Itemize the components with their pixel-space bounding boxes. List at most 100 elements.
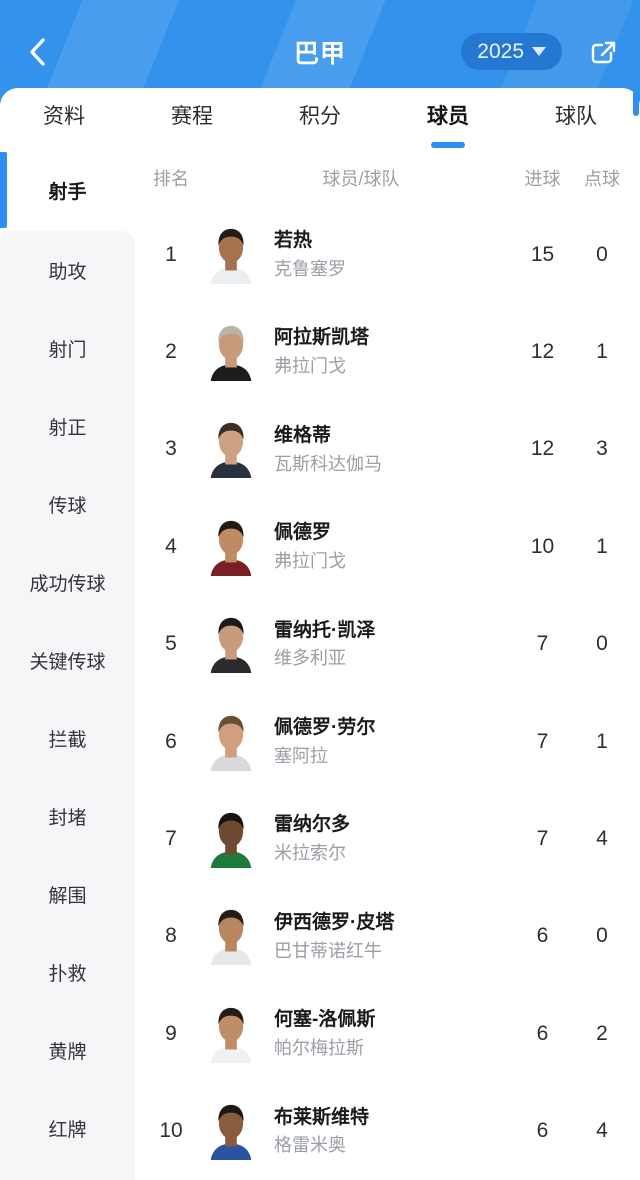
tab-球员[interactable]: 球员 [384,88,512,150]
goals-value: 7 [536,827,549,851]
player-text: 雷纳托·凯泽 维多利亚 [274,619,375,670]
player-cell: 何塞-洛佩斯 帕尔梅拉斯 [207,1005,515,1063]
player-text: 阿拉斯凯塔 弗拉门戈 [274,326,369,377]
tab-资料[interactable]: 资料 [43,105,85,128]
player-text: 维格蒂 瓦斯科达伽马 [274,424,382,475]
penalty-value: 2 [596,1021,608,1045]
sidebar-item-射正[interactable]: 射正 [48,417,87,439]
sidebar-item-拦截[interactable]: 拦截 [48,729,87,751]
stats-sidebar: 射手助攻射门射正传球成功传球关键传球拦截封堵解围扑救黄牌红牌 [0,150,135,1180]
player-text: 雷纳尔多 米拉索尔 [274,813,350,864]
team-name: 弗拉门戈 [274,356,346,377]
team-name: 米拉索尔 [274,843,346,864]
player-cell: 伊西德罗·皮塔 巴甘蒂诺红牛 [207,907,515,966]
player-name: 佩德罗 [274,522,332,544]
player-avatar [210,1105,252,1161]
stats-table: 排名 球员/球队 进球 点球 1 若热 克鲁塞罗 15 0 2 阿拉斯凯塔 弗拉门戈 12 1 3 维… [135,150,640,1180]
player-name: 何塞-洛佩斯 [274,1009,376,1031]
col-header-goals: 进球 [524,169,561,189]
goals-value: 10 [530,534,555,558]
player-text: 何塞-洛佩斯 帕尔梅拉斯 [274,1008,375,1059]
sidebar-item-关键传球[interactable]: 关键传球 [29,651,106,673]
rank-value: 5 [165,632,177,656]
table-row[interactable]: 2 阿拉斯凯塔 弗拉门戈 12 1 [135,303,640,400]
player-name: 伊西德罗·皮塔 [274,911,395,933]
rank-value: 9 [165,1021,177,1045]
player-avatar [210,520,252,576]
player-cell: 雷纳托·凯泽 维多利亚 [207,615,515,674]
chevron-left-icon [30,38,45,66]
player-text: 佩德罗·劳尔 塞阿拉 [274,716,375,767]
back-button[interactable] [18,32,58,72]
team-name: 克鲁塞罗 [274,258,346,279]
sidebar-item-封堵[interactable]: 封堵 [48,807,87,829]
table-row[interactable]: 6 佩德罗·劳尔 塞阿拉 7 1 [135,693,640,790]
tab-积分[interactable]: 积分 [299,105,341,128]
player-cell: 维格蒂 瓦斯科达伽马 [207,420,515,479]
table-row[interactable]: 3 维格蒂 瓦斯科达伽马 12 3 [135,401,640,498]
sidebar-item-成功传球[interactable]: 成功传球 [29,573,106,595]
team-name: 塞阿拉 [274,745,328,766]
goals-value: 6 [536,1021,549,1045]
player-avatar [210,1007,252,1063]
player-avatar [210,423,252,479]
penalty-value: 0 [596,242,608,266]
penalty-value: 4 [596,1119,608,1143]
player-cell: 阿拉斯凯塔 弗拉门戈 [207,323,515,382]
penalty-value: 0 [596,632,608,656]
player-name: 佩德罗·劳尔 [274,716,376,738]
table-row[interactable]: 10 布莱斯维特 格雷米奥 6 4 [135,1083,640,1180]
player-name: 雷纳托·凯泽 [274,619,376,641]
sidebar-item-传球[interactable]: 传球 [48,495,87,517]
tab-球队[interactable]: 球队 [555,105,597,128]
team-name: 格雷米奥 [274,1135,346,1156]
col-header-penalty: 点球 [584,169,620,189]
sidebar-item-红牌[interactable]: 红牌 [48,1119,87,1141]
penalty-value: 3 [596,437,608,461]
player-name: 阿拉斯凯塔 [274,327,370,349]
player-name: 布莱斯维特 [274,1106,370,1128]
team-name: 瓦斯科达伽马 [274,453,382,474]
player-cell: 佩德罗 弗拉门戈 [207,518,515,576]
goals-value: 6 [536,924,549,948]
player-name: 雷纳尔多 [274,814,351,836]
goals-value: 12 [530,340,555,364]
sidebar-item-助攻[interactable]: 助攻 [48,261,87,283]
sidebar-item-解围[interactable]: 解围 [48,885,87,907]
content-card: 资料 赛程 积分 球员 球队 射手助攻射门射正传球成功传球关键传球拦截封堵解围扑救黄牌红… [0,88,640,1180]
rank-value: 3 [165,437,177,461]
active-tab-underline [431,142,465,148]
page-title: 巴甲 [293,40,346,68]
share-button[interactable] [582,32,624,74]
goals-value: 12 [530,437,555,461]
sidebar-item-黄牌[interactable]: 黄牌 [48,1041,87,1063]
player-text: 伊西德罗·皮塔 巴甘蒂诺红牛 [274,911,394,962]
sidebar-item-扑救[interactable]: 扑救 [48,963,87,985]
table-row[interactable]: 7 雷纳尔多 米拉索尔 7 4 [135,790,640,887]
player-text: 布莱斯维特 格雷米奥 [274,1106,369,1157]
penalty-value: 0 [596,924,608,948]
team-name: 弗拉门戈 [274,550,346,571]
season-dropdown[interactable]: 2025 [461,33,562,70]
team-name: 巴甘蒂诺红牛 [274,940,382,961]
col-header-rank: 排名 [153,169,189,189]
goals-value: 6 [536,1119,549,1143]
tab-bar: 资料 赛程 积分 球员 球队 [0,88,640,150]
tab-赛程[interactable]: 赛程 [171,105,213,128]
sidebar-item-射门[interactable]: 射门 [48,339,87,361]
table-row[interactable]: 5 雷纳托·凯泽 维多利亚 7 0 [135,596,640,693]
player-avatar [210,325,252,382]
rank-value: 8 [165,924,177,948]
table-row[interactable]: 9 何塞-洛佩斯 帕尔梅拉斯 6 2 [135,985,640,1082]
table-row[interactable]: 8 伊西德罗·皮塔 巴甘蒂诺红牛 6 0 [135,888,640,985]
table-row[interactable]: 4 佩德罗 弗拉门戈 10 1 [135,498,640,595]
table-header: 排名 球员/球队 进球 点球 [135,150,640,206]
team-name: 维多利亚 [274,648,346,669]
table-row[interactable]: 1 若热 克鲁塞罗 15 0 [135,206,640,303]
app-header: 巴甲 2025 [0,0,640,120]
player-cell: 若热 克鲁塞罗 [207,226,515,284]
penalty-value: 4 [596,827,608,851]
season-value: 2025 [477,39,524,63]
sidebar-item-射手[interactable]: 射手 [0,150,135,231]
